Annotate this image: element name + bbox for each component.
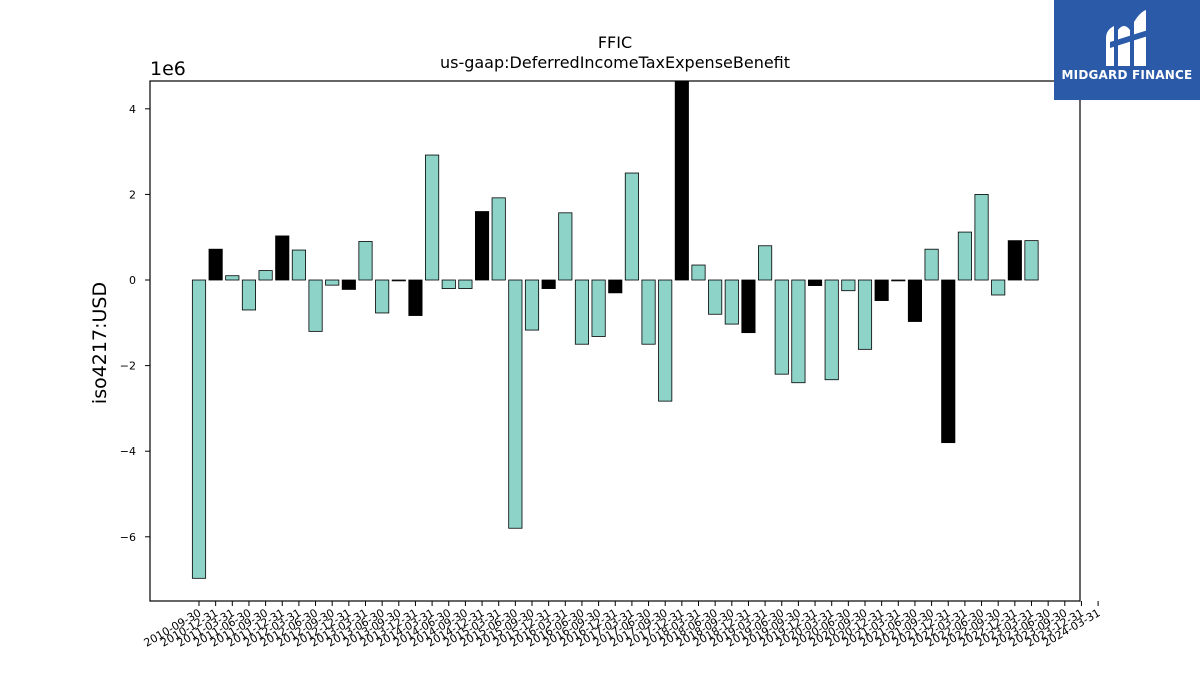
bar	[558, 212, 573, 281]
bar	[425, 154, 440, 281]
bar	[191, 279, 207, 579]
bar	[824, 279, 839, 381]
bar	[325, 279, 340, 286]
bar	[691, 264, 706, 281]
bar	[358, 241, 373, 281]
bar	[991, 279, 1006, 296]
y-tick-label: 0	[129, 274, 136, 287]
bar	[891, 279, 906, 282]
bar	[291, 249, 306, 281]
bar	[857, 279, 873, 350]
bar	[391, 279, 406, 282]
chart-title: FFIC	[598, 33, 632, 52]
y-tick-label: −4	[120, 445, 136, 458]
bar	[241, 279, 257, 311]
bar	[724, 279, 739, 325]
bar	[758, 245, 773, 281]
bar	[808, 279, 823, 286]
bar	[541, 279, 556, 289]
bar	[441, 279, 456, 289]
bar	[408, 279, 423, 316]
bar	[591, 279, 606, 337]
bar	[658, 279, 673, 402]
bar	[608, 279, 623, 294]
bar	[674, 80, 689, 281]
bar	[708, 279, 723, 315]
bar	[957, 231, 972, 281]
bar	[308, 279, 323, 332]
bar	[491, 197, 506, 281]
bar	[524, 279, 540, 331]
logo-text: MIDGARD FINANCE	[1061, 68, 1193, 82]
y-tick-label: 4	[129, 103, 136, 116]
logo-mark-icon	[1106, 10, 1148, 66]
bar	[924, 248, 939, 281]
bar	[208, 248, 223, 281]
bar	[258, 270, 273, 281]
bar	[474, 211, 490, 281]
bar	[341, 279, 356, 290]
bar	[225, 275, 240, 281]
bar	[641, 279, 656, 345]
bar	[1007, 240, 1022, 281]
bar	[974, 194, 989, 281]
bar	[1024, 240, 1039, 281]
brand-logo: MIDGARD FINANCE	[1054, 0, 1200, 100]
bar	[624, 172, 639, 281]
bar	[941, 279, 956, 444]
bar	[774, 279, 789, 375]
y-tick-label: −6	[120, 531, 136, 544]
y-scale-label: 1e6	[150, 58, 186, 80]
bar	[907, 279, 922, 322]
y-axis-label: iso4217:USD	[89, 282, 111, 404]
bar	[275, 235, 290, 281]
bar	[791, 279, 806, 384]
bar	[841, 279, 856, 292]
plot-frame	[149, 80, 1081, 602]
y-tick-label: 2	[129, 188, 136, 201]
bar	[508, 279, 523, 529]
bar	[874, 279, 889, 301]
chart-subtitle: us-gaap:DeferredIncomeTaxExpenseBenefit	[440, 53, 790, 72]
bar	[458, 279, 473, 289]
y-tick-label: −2	[120, 360, 136, 373]
bar	[375, 279, 390, 314]
bar	[574, 279, 589, 345]
bar	[741, 279, 756, 334]
